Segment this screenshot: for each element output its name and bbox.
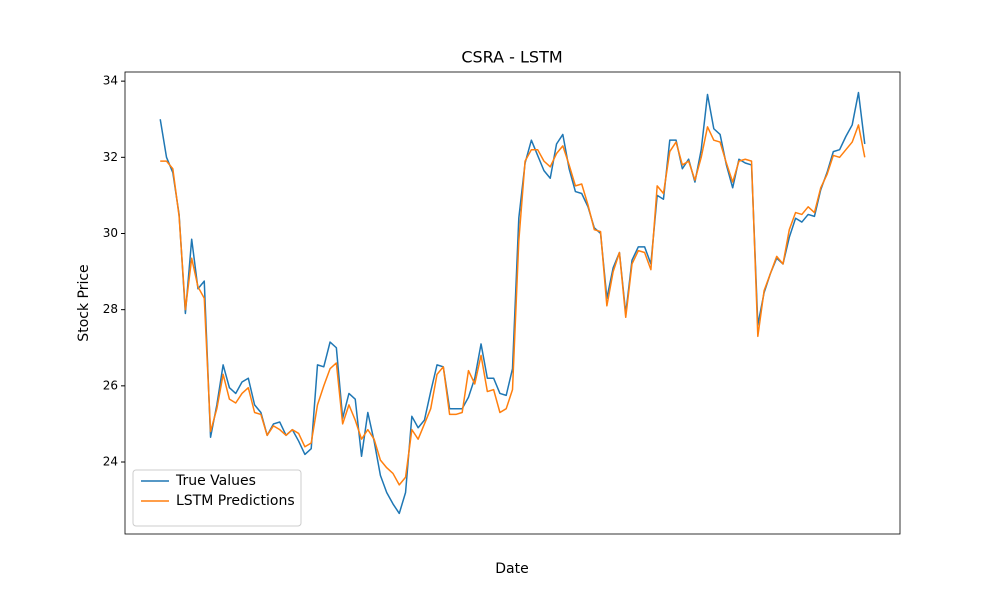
- y-tick-label: 26: [103, 378, 118, 392]
- y-tick-label: 28: [103, 302, 118, 316]
- legend-label: True Values: [175, 473, 256, 489]
- y-axis-label: Stock Price: [76, 264, 92, 341]
- line-series: [159, 91, 866, 515]
- y-tick-label: 24: [103, 455, 118, 469]
- x-axis-label: Date: [495, 561, 528, 577]
- legend-label: LSTM Predictions: [176, 493, 295, 509]
- y-tick-label: 30: [103, 226, 118, 240]
- legend-box: [132, 469, 302, 527]
- y-tick-label: 32: [103, 150, 118, 164]
- line-series: [160, 124, 866, 486]
- chart-title: CSRA - LSTM: [461, 48, 562, 67]
- plot-frame: [124, 71, 901, 535]
- y-tick-label: 34: [103, 74, 118, 88]
